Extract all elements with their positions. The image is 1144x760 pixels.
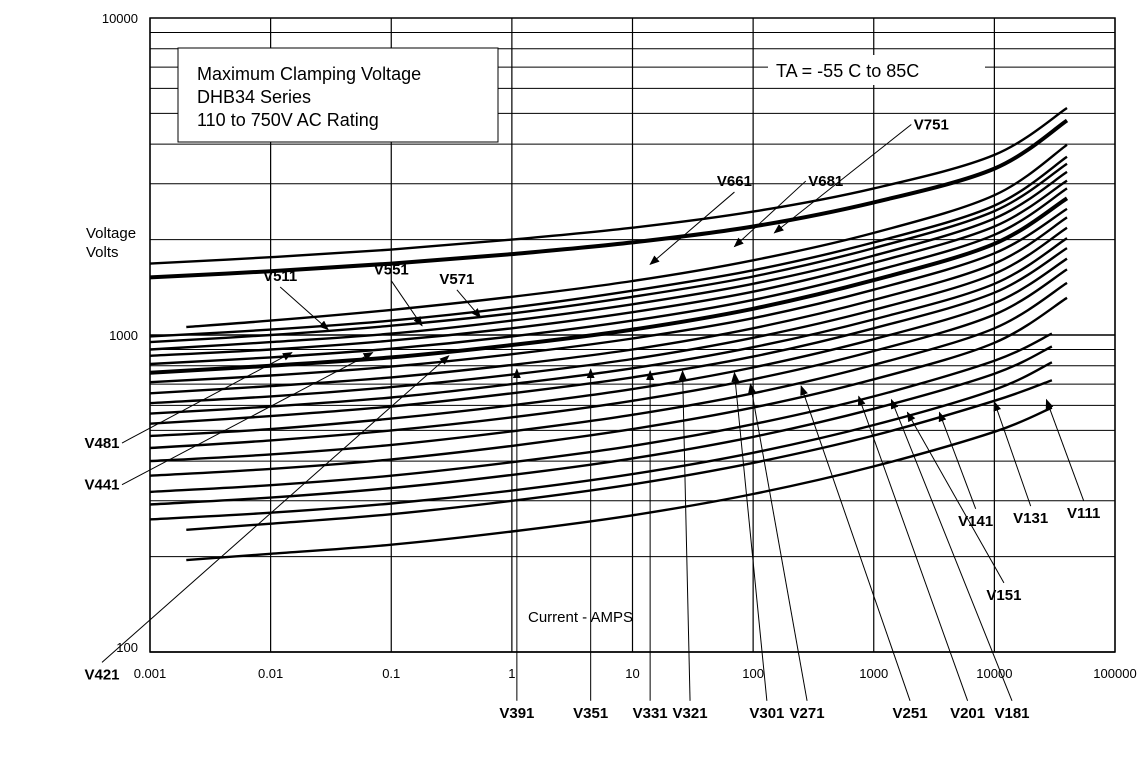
series-line-v511 — [149, 170, 1068, 351]
series-line-v681 — [149, 118, 1069, 280]
series-line-v391 — [149, 207, 1068, 384]
leader-v481 — [121, 352, 293, 444]
leader-v271 — [748, 383, 808, 701]
x-tick-label: 0.1 — [382, 666, 400, 681]
series-line-v201 — [149, 281, 1068, 463]
x-tick-label: 100 — [742, 666, 764, 681]
leader-v441 — [121, 352, 374, 486]
title-line: 110 to 750V AC Rating — [197, 110, 379, 130]
series-line-v111 — [186, 379, 1053, 531]
label-v551: V551 — [374, 262, 409, 279]
label-v351: V351 — [573, 705, 608, 722]
plot-frame — [149, 17, 1116, 653]
x-tick-label: 0.01 — [258, 666, 283, 681]
leader-v181 — [890, 398, 1013, 701]
annotations: V751 V681 V661 V571 V551 V511 V481 V441 V421 V391… — [84, 116, 1100, 721]
y-tick-label: 1000 — [109, 328, 138, 343]
label-v391: V391 — [499, 705, 534, 722]
label-v331: V331 — [633, 705, 668, 722]
leader-v511 — [279, 286, 329, 331]
label-v151: V151 — [986, 587, 1021, 604]
series-line-v661 — [186, 143, 1068, 329]
series-line-v321 — [149, 237, 1068, 415]
label-v751: V751 — [914, 116, 949, 133]
x-tick-label: 10 — [625, 666, 639, 681]
label-v321: V321 — [673, 705, 708, 722]
series-line-v181 — [149, 296, 1068, 477]
series-line-v441 — [149, 187, 1068, 366]
label-v201: V201 — [950, 705, 985, 722]
x-tick-label: 1 — [508, 666, 515, 681]
series-line-v141 — [149, 345, 1053, 506]
leader-v301 — [731, 371, 768, 701]
series-line-v421 — [149, 196, 1069, 375]
leader-v251 — [800, 385, 911, 701]
y-axis-label: Voltage — [86, 225, 136, 242]
leader-v421 — [101, 355, 450, 663]
series-line-v301 — [149, 247, 1068, 425]
y-tick-label: 10000 — [102, 11, 138, 26]
label-v181: V181 — [994, 705, 1029, 722]
x-tick-label: 0.001 — [134, 666, 167, 681]
x-axis-label: Current - AMPS — [528, 609, 633, 626]
title-box-group: Maximum Clamping Voltage DHB34 Series 110 … — [177, 47, 985, 143]
title-line: DHB34 Series — [197, 87, 311, 107]
series-line-v331 — [149, 226, 1068, 405]
label-v251: V251 — [893, 705, 928, 722]
condition-text: TA = -55 C to 85C — [776, 61, 919, 81]
label-v111: V111 — [1067, 505, 1100, 522]
series-line-v271 — [149, 257, 1068, 438]
x-tick-label: 10000 — [976, 666, 1012, 681]
label-v421: V421 — [84, 666, 119, 683]
condition-box — [768, 55, 985, 85]
leader-v571 — [456, 289, 482, 319]
leader-v661 — [649, 191, 735, 266]
title-line: Maximum Clamping Voltage — [197, 64, 421, 84]
leader-v681 — [733, 180, 807, 248]
series-line-v131 — [149, 361, 1053, 521]
label-v571: V571 — [439, 271, 474, 288]
series-line-v251 — [149, 268, 1068, 450]
x-tick-label: 1000 — [859, 666, 888, 681]
leader-v551 — [390, 280, 423, 327]
leader-v131 — [993, 400, 1032, 507]
x-tick-label: 100000 — [1093, 666, 1136, 681]
leader-v751 — [773, 124, 912, 234]
series-line-v481 — [149, 179, 1068, 357]
label-v141: V141 — [958, 513, 993, 530]
label-v271: V271 — [790, 705, 825, 722]
leader-v111 — [1045, 398, 1085, 502]
label-v481: V481 — [84, 435, 119, 452]
title-box — [177, 47, 499, 143]
series-line-22 — [186, 406, 1053, 562]
leader-v141 — [938, 411, 977, 510]
tick-labels: 0.001 0.01 0.1 1 10 100 1000 10000 100000 100 1000… — [102, 11, 1137, 681]
label-v661: V661 — [717, 173, 752, 190]
label-v301: V301 — [749, 705, 784, 722]
leader-v321 — [678, 369, 691, 701]
label-v511: V511 — [263, 268, 297, 285]
series-line-v151 — [149, 332, 1053, 494]
y-axis-label: Volts — [86, 244, 119, 261]
series-line-v551 — [149, 162, 1068, 344]
series-group — [149, 106, 1069, 562]
label-v681: V681 — [808, 173, 843, 190]
series-line-v571 — [149, 155, 1068, 338]
y-tick-label: 100 — [116, 640, 138, 655]
label-v131: V131 — [1013, 510, 1048, 527]
leader-v201 — [857, 395, 969, 701]
leader-v151 — [906, 411, 1005, 584]
label-v441: V441 — [84, 477, 119, 494]
series-line-v351 — [149, 216, 1068, 395]
series-line-v751 — [149, 106, 1068, 265]
